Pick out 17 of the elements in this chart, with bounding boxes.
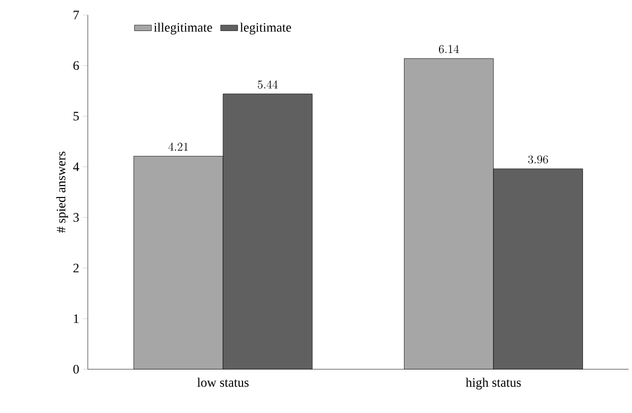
y-tick-label: 2 [73, 264, 79, 272]
x-tick-label: high status [466, 378, 521, 390]
y-tick-label: 4 [73, 162, 80, 171]
legend-label: legitimate [240, 22, 292, 34]
legend-label: illegitimate [154, 22, 212, 34]
data-label: 6. 14 [438, 44, 459, 54]
data-label: 5.44 [258, 80, 278, 89]
y-tick-label: 0 [73, 364, 79, 374]
y-tick-label: 3 [73, 212, 79, 222]
y-tick-label: 1 [74, 314, 79, 323]
x-tick-label: low status [197, 378, 249, 387]
data-label: 3.96 [528, 155, 548, 164]
y-axis-title: # spied answers [56, 152, 68, 233]
y-tick-label: 5 [74, 112, 79, 120]
y-tick-label: 6 [73, 61, 79, 70]
y-tick-label: 7 [74, 10, 79, 20]
data-label: 4.21 [168, 142, 188, 151]
